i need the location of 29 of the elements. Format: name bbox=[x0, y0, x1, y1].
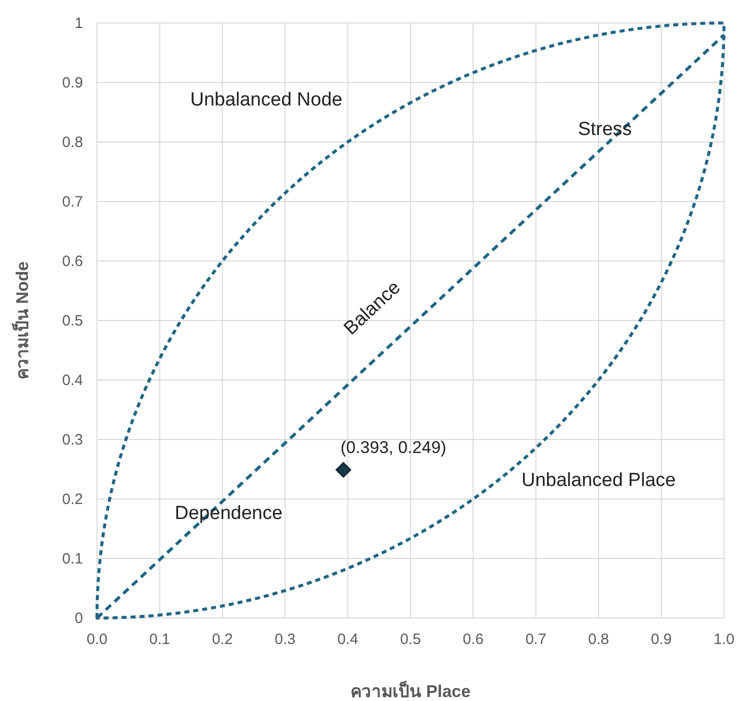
x-tick-label: 0.1 bbox=[149, 631, 170, 648]
x-tick-label: 0.6 bbox=[462, 631, 484, 648]
x-tick-label: 0.2 bbox=[212, 631, 233, 648]
x-axis-title: ความเป็น Place bbox=[350, 679, 471, 701]
y-axis-title: ความเป็น Node bbox=[10, 261, 32, 380]
x-tick-label: 1.0 bbox=[714, 631, 734, 648]
x-tick-label: 0.9 bbox=[650, 631, 672, 648]
y-tick-label: 0.5 bbox=[62, 312, 83, 330]
annotation: Unbalanced Place bbox=[521, 470, 676, 492]
y-tick-label: 1 bbox=[74, 15, 83, 32]
x-tick-label: 0.4 bbox=[337, 631, 358, 648]
x-tick-label: 0.5 bbox=[400, 631, 421, 648]
y-tick-label: 0.9 bbox=[62, 74, 83, 92]
y-tick-label: 0.2 bbox=[62, 491, 83, 508]
annotation: Unbalanced Node bbox=[190, 89, 342, 110]
y-tick-label: 0 bbox=[74, 610, 83, 627]
y-tick-label: 0.1 bbox=[62, 550, 83, 568]
y-tick-label: 0.4 bbox=[62, 372, 83, 389]
x-tick-label: 0.0 bbox=[86, 631, 108, 648]
x-tick-label: 0.8 bbox=[588, 631, 610, 648]
y-tick-label: 0.8 bbox=[62, 134, 83, 151]
x-tick-label: 0.3 bbox=[274, 631, 296, 648]
annotation: Stress bbox=[578, 119, 632, 140]
y-tick-label: 0.6 bbox=[62, 253, 83, 270]
y-tick-label: 0.7 bbox=[62, 194, 83, 210]
y-tick-label: 0.3 bbox=[62, 432, 83, 448]
data-label: (0.393, 0.249) bbox=[340, 438, 446, 457]
annotation: Dependence bbox=[174, 502, 283, 524]
x-tick-label: 0.7 bbox=[525, 631, 546, 648]
